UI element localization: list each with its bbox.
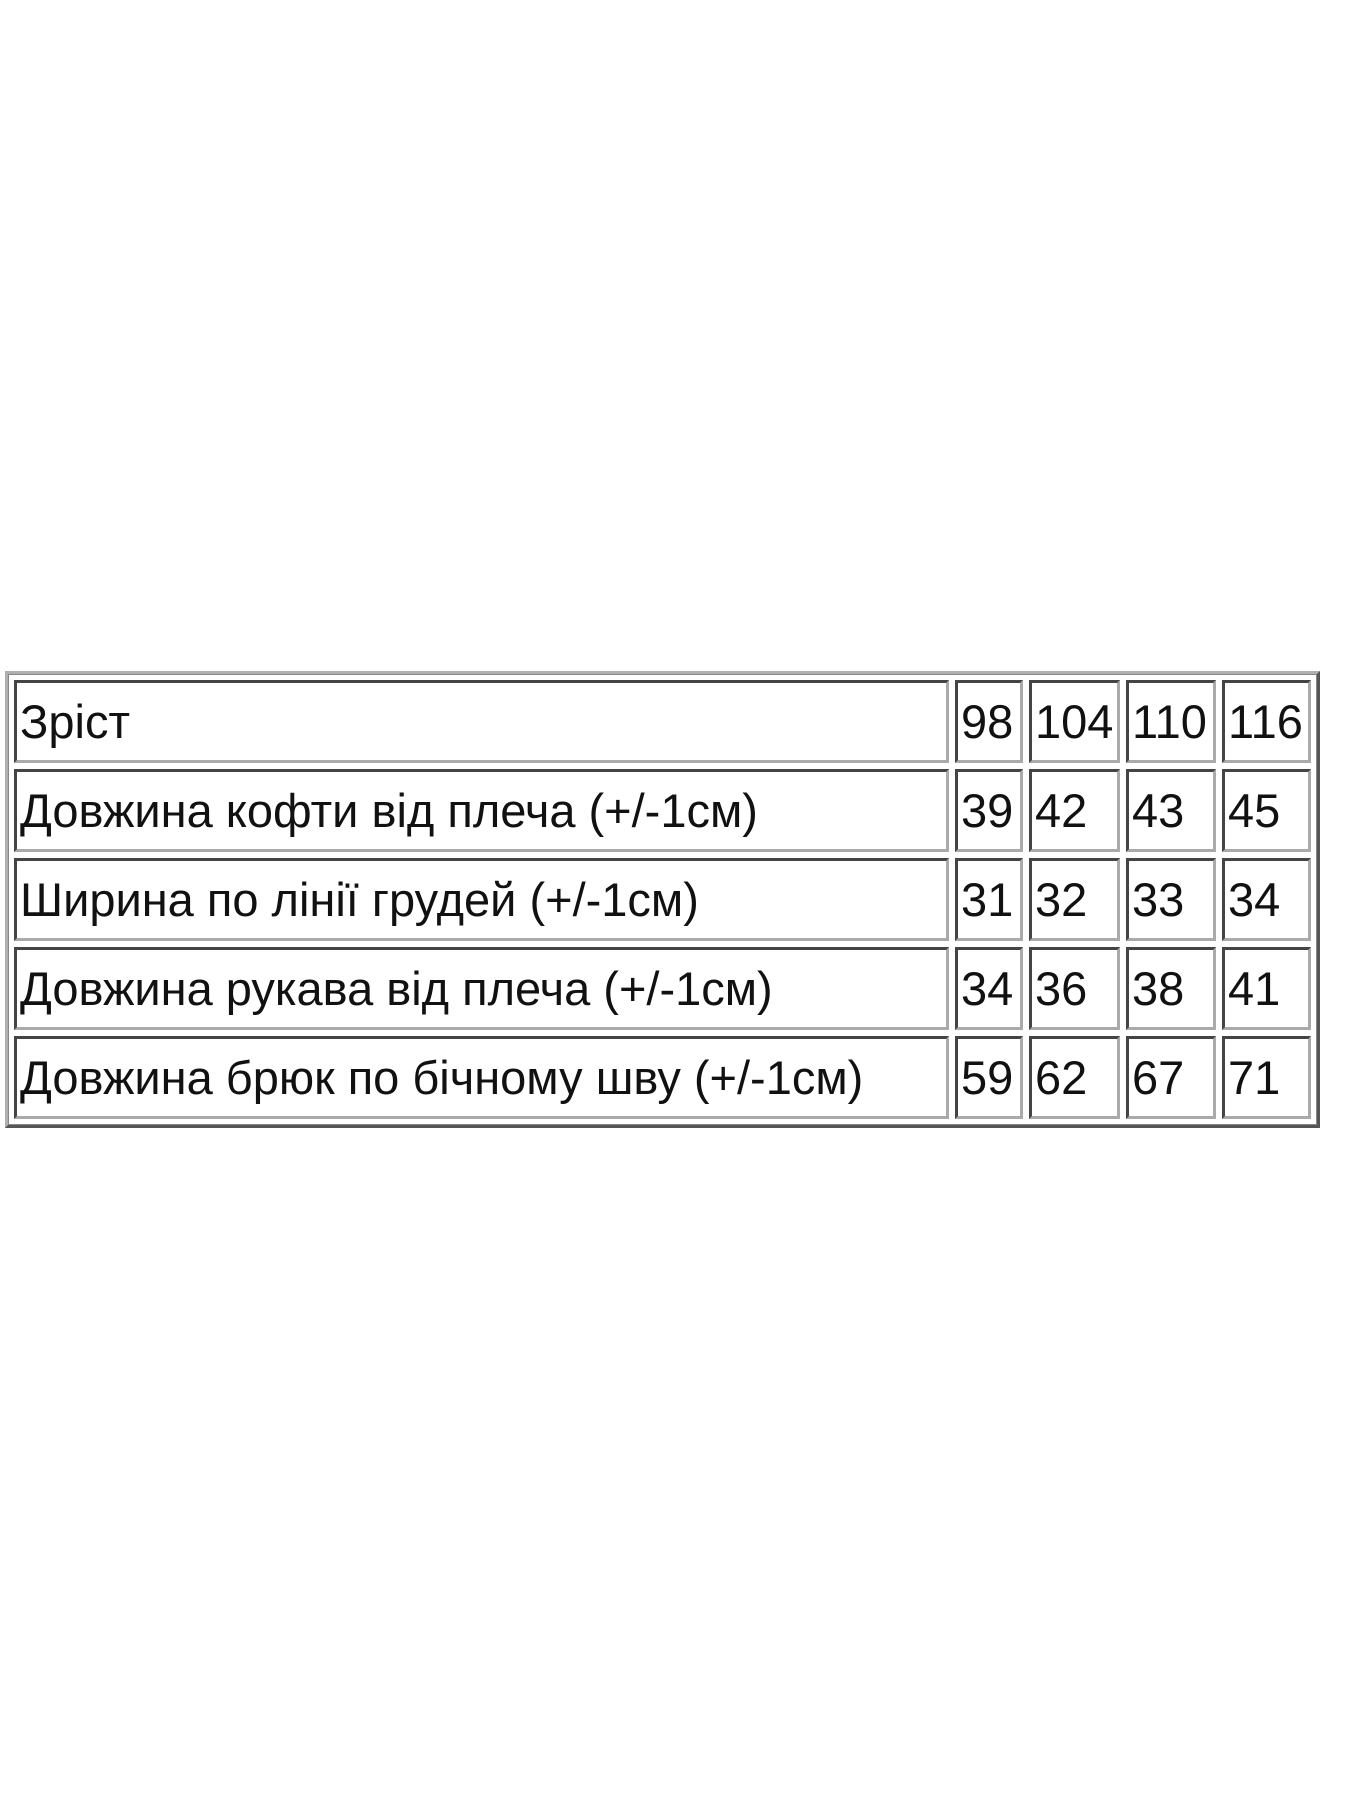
size-header-cell: 116: [1222, 680, 1311, 763]
measurement-cell: 43: [1126, 769, 1216, 852]
measurement-cell: 67: [1126, 1036, 1216, 1119]
size-header-cell: 110: [1126, 680, 1216, 763]
row-label: Довжина брюк по бічному шву (+/-1см): [14, 1036, 949, 1119]
measurement-cell: 41: [1222, 947, 1311, 1030]
row-label: Зріст: [14, 680, 949, 763]
measurement-cell: 59: [955, 1036, 1023, 1119]
measurement-cell: 45: [1222, 769, 1311, 852]
header-row: Зріст 98 104 110 116: [14, 680, 1311, 763]
measurement-cell: 62: [1029, 1036, 1120, 1119]
measurement-cell: 34: [955, 947, 1023, 1030]
measurement-cell: 33: [1126, 858, 1216, 941]
size-header-cell: 98: [955, 680, 1023, 763]
table-row: Довжина кофти від плеча (+/-1см) 39 42 43 45: [14, 769, 1311, 852]
row-label: Довжина рукава від плеча (+/-1см): [14, 947, 949, 1030]
measurement-cell: 36: [1029, 947, 1120, 1030]
measurement-cell: 38: [1126, 947, 1216, 1030]
row-label: Довжина кофти від плеча (+/-1см): [14, 769, 949, 852]
table-row: Довжина рукава від плеча (+/-1см) 34 36 38 4…: [14, 947, 1311, 1030]
table-row: Ширина по лінії грудей (+/-1см) 31 32 33 34: [14, 858, 1311, 941]
measurement-cell: 71: [1222, 1036, 1311, 1119]
size-chart-table: Зріст 98 104 110 116 Довжина кофти від плеча …: [5, 671, 1320, 1128]
measurement-cell: 31: [955, 858, 1023, 941]
row-label: Ширина по лінії грудей (+/-1см): [14, 858, 949, 941]
measurement-cell: 32: [1029, 858, 1120, 941]
size-header-cell: 104: [1029, 680, 1120, 763]
measurement-cell: 39: [955, 769, 1023, 852]
measurement-cell: 34: [1222, 858, 1311, 941]
measurement-cell: 42: [1029, 769, 1120, 852]
table-row: Довжина брюк по бічному шву (+/-1см) 59 62…: [14, 1036, 1311, 1119]
